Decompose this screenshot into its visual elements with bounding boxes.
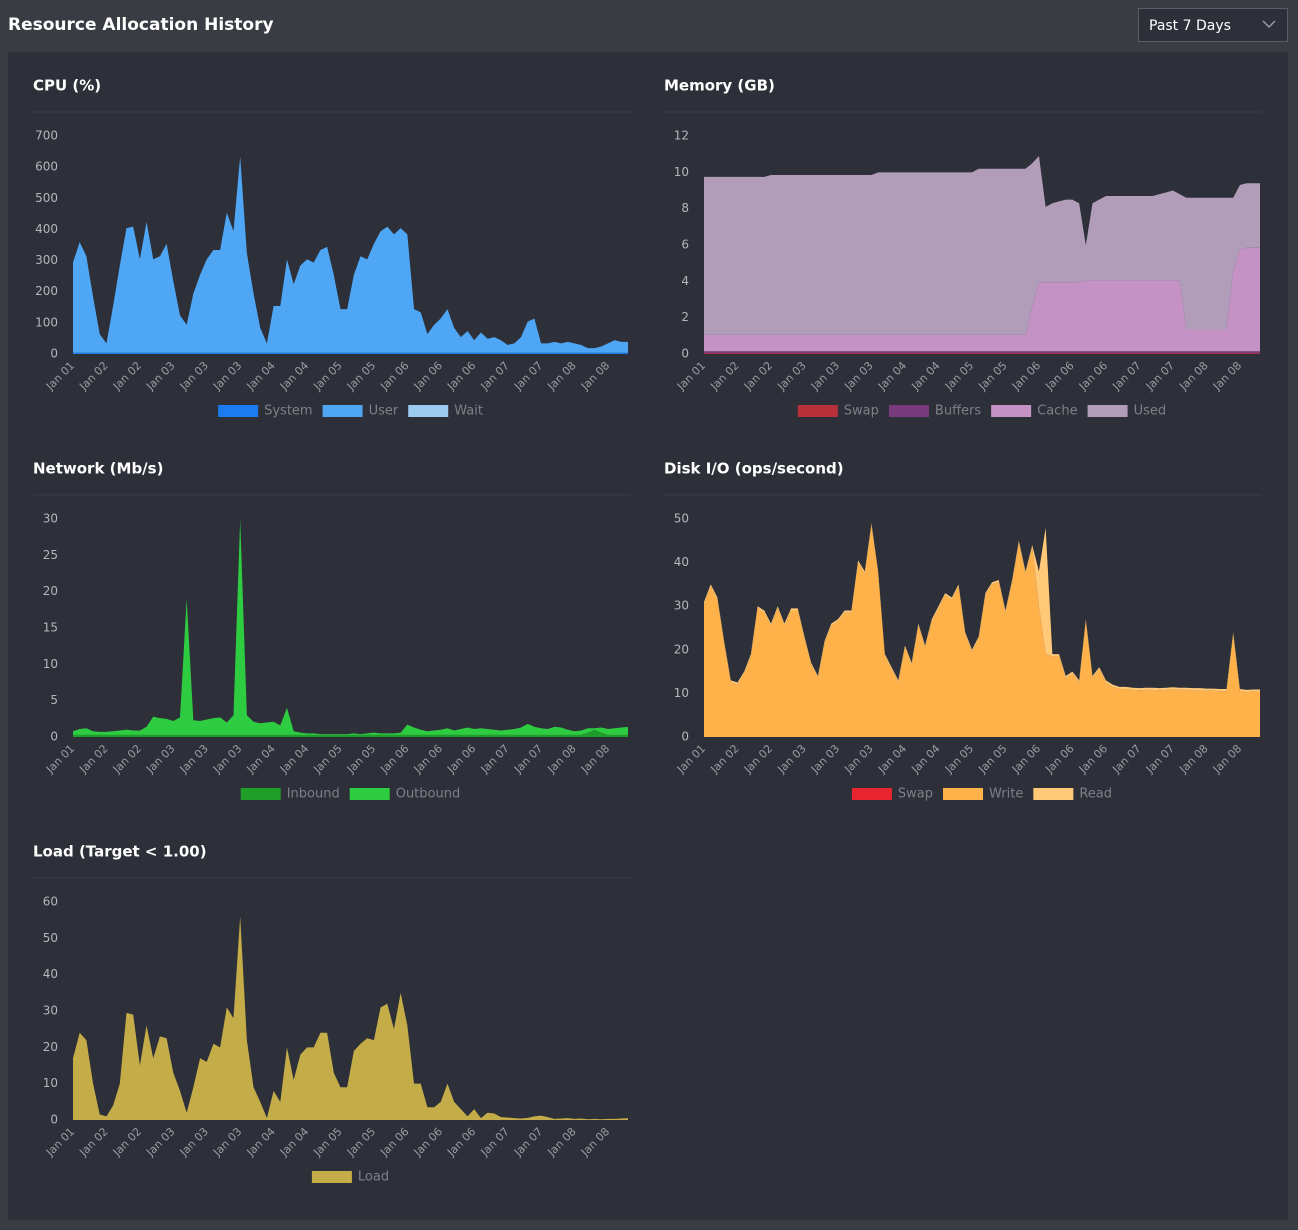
y-tick-label: 500 [35, 191, 58, 205]
y-tick-label: 5 [50, 693, 58, 707]
y-tick-label: 30 [674, 599, 689, 613]
y-tick-label: 15 [43, 621, 58, 635]
y-tick-label: 700 [35, 129, 58, 143]
area-3 [704, 155, 1260, 335]
y-tick-label: 0 [50, 730, 58, 744]
chart-title: Disk I/O (ops/second) [664, 460, 844, 478]
legend-swatch [240, 788, 281, 800]
legend-label: Wait [454, 404, 483, 419]
dropdown-label[interactable]: Past 7 Days [1149, 18, 1231, 34]
y-tick-label: 100 [35, 315, 58, 329]
dropdown-box[interactable] [1138, 8, 1288, 42]
legend-label: Buffers [935, 404, 981, 419]
legend-swatch [851, 788, 892, 800]
legend-swatch [1033, 788, 1074, 800]
legend: Swap Write Read [851, 787, 1112, 802]
y-tick-label: 0 [681, 347, 689, 361]
legend-swatch [888, 405, 929, 417]
dropdown-chevron[interactable] [1262, 20, 1276, 29]
legend-label: Used [1134, 404, 1167, 419]
y-tick-label: 50 [674, 512, 689, 526]
legend-label: Swap [844, 404, 879, 419]
y-tick-label: 10 [674, 686, 689, 700]
legend-label: Load [358, 1170, 389, 1185]
legend-swatch [1087, 405, 1128, 417]
y-tick-label: 10 [43, 657, 58, 671]
area-0 [73, 916, 628, 1120]
y-tick-label: 300 [35, 253, 58, 267]
y-tick-label: 600 [35, 160, 58, 174]
legend-label: System [264, 404, 312, 419]
area-0 [73, 352, 628, 354]
range-dropdown[interactable]: Past 7 Days [1138, 8, 1288, 42]
y-tick-label: 0 [681, 730, 689, 744]
y-tick-label: 50 [43, 931, 58, 945]
area-1 [704, 351, 1260, 354]
legend-swatch [408, 405, 449, 417]
y-tick-label: 0 [50, 347, 58, 361]
legend: System User Wait [218, 404, 483, 419]
legend-label: Outbound [396, 787, 461, 802]
area-1 [73, 156, 628, 353]
page-title: Resource Allocation History [8, 15, 274, 35]
y-tick-label: 10 [43, 1076, 58, 1090]
y-tick-label: 2 [681, 310, 689, 324]
area-1 [704, 525, 1260, 737]
y-tick-label: 12 [674, 129, 689, 143]
legend-label: Cache [1037, 404, 1077, 419]
y-tick-label: 25 [43, 548, 58, 562]
y-tick-label: 60 [43, 895, 58, 909]
legend: Swap Buffers Cache Used [797, 404, 1167, 419]
y-tick-label: 20 [674, 642, 689, 656]
area-0 [704, 353, 1260, 354]
legend-swatch [943, 788, 984, 800]
legend-label: Inbound [287, 787, 340, 802]
chart-title: CPU (%) [33, 77, 101, 95]
y-tick-label: 400 [35, 222, 58, 236]
chart-title: Memory (GB) [664, 77, 775, 95]
y-tick-label: 40 [674, 555, 689, 569]
area-2 [704, 247, 1260, 352]
y-tick-label: 30 [43, 1004, 58, 1018]
y-tick-label: 6 [681, 238, 689, 252]
y-tick-label: 8 [681, 201, 689, 215]
legend-label: User [369, 404, 399, 419]
chart-title: Network (Mb/s) [33, 460, 163, 478]
legend-swatch [322, 405, 363, 417]
legend-label: Read [1079, 787, 1112, 802]
chart-title: Load (Target < 1.00) [33, 843, 207, 861]
legend-swatch [218, 405, 259, 417]
y-tick-label: 10 [674, 165, 689, 179]
legend-swatch [991, 405, 1032, 417]
y-tick-label: 200 [35, 284, 58, 298]
legend-swatch [797, 405, 838, 417]
y-tick-label: 0 [50, 1113, 58, 1127]
y-tick-label: 30 [43, 512, 58, 526]
legend-label: Swap [898, 787, 933, 802]
area-0 [73, 729, 628, 737]
y-tick-label: 20 [43, 1040, 58, 1054]
y-tick-label: 20 [43, 584, 58, 598]
y-tick-label: 4 [681, 274, 689, 288]
legend: Load [311, 1170, 389, 1185]
legend: Inbound Outbound [240, 787, 461, 802]
legend-swatch [349, 788, 390, 800]
legend-swatch [311, 1171, 352, 1183]
y-tick-label: 40 [43, 967, 58, 981]
legend-label: Write [989, 787, 1023, 802]
